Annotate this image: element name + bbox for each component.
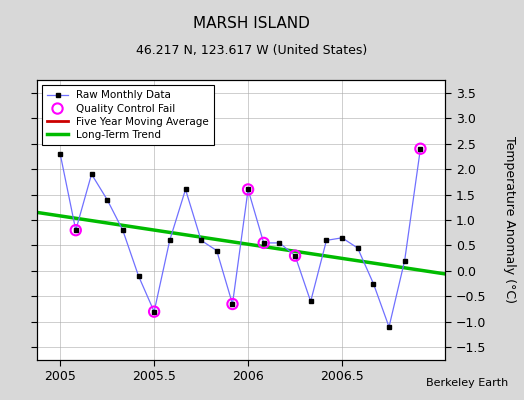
Raw Monthly Data: [167, 238, 173, 243]
Quality Control Fail: [259, 240, 268, 246]
Raw Monthly Data: [339, 236, 345, 240]
Raw Monthly Data: [323, 238, 330, 243]
Raw Monthly Data: [135, 274, 141, 278]
Raw Monthly Data: [401, 258, 408, 263]
Raw Monthly Data: [182, 187, 189, 192]
Raw Monthly Data: [73, 228, 79, 232]
Raw Monthly Data: [230, 302, 236, 306]
Raw Monthly Data: [245, 187, 251, 192]
Line: Raw Monthly Data: Raw Monthly Data: [58, 147, 422, 329]
Raw Monthly Data: [276, 240, 282, 245]
Text: 46.217 N, 123.617 W (United States): 46.217 N, 123.617 W (United States): [136, 44, 367, 57]
Raw Monthly Data: [417, 146, 423, 151]
Raw Monthly Data: [355, 246, 361, 250]
Raw Monthly Data: [386, 324, 392, 329]
Raw Monthly Data: [370, 281, 377, 286]
Quality Control Fail: [244, 186, 252, 193]
Raw Monthly Data: [214, 248, 220, 253]
Text: Berkeley Earth: Berkeley Earth: [426, 378, 508, 388]
Raw Monthly Data: [89, 172, 95, 176]
Quality Control Fail: [72, 227, 80, 233]
Raw Monthly Data: [308, 299, 314, 304]
Raw Monthly Data: [198, 238, 204, 243]
Raw Monthly Data: [292, 253, 298, 258]
Raw Monthly Data: [57, 152, 63, 156]
Text: MARSH ISLAND: MARSH ISLAND: [193, 16, 310, 31]
Quality Control Fail: [150, 308, 158, 315]
Raw Monthly Data: [104, 197, 110, 202]
Quality Control Fail: [416, 146, 424, 152]
Raw Monthly Data: [260, 240, 267, 245]
Raw Monthly Data: [119, 228, 126, 232]
Y-axis label: Temperature Anomaly (°C): Temperature Anomaly (°C): [503, 136, 516, 304]
Quality Control Fail: [228, 301, 237, 307]
Raw Monthly Data: [151, 309, 157, 314]
Quality Control Fail: [291, 252, 299, 259]
Legend: Raw Monthly Data, Quality Control Fail, Five Year Moving Average, Long-Term Tren: Raw Monthly Data, Quality Control Fail, …: [42, 85, 214, 145]
